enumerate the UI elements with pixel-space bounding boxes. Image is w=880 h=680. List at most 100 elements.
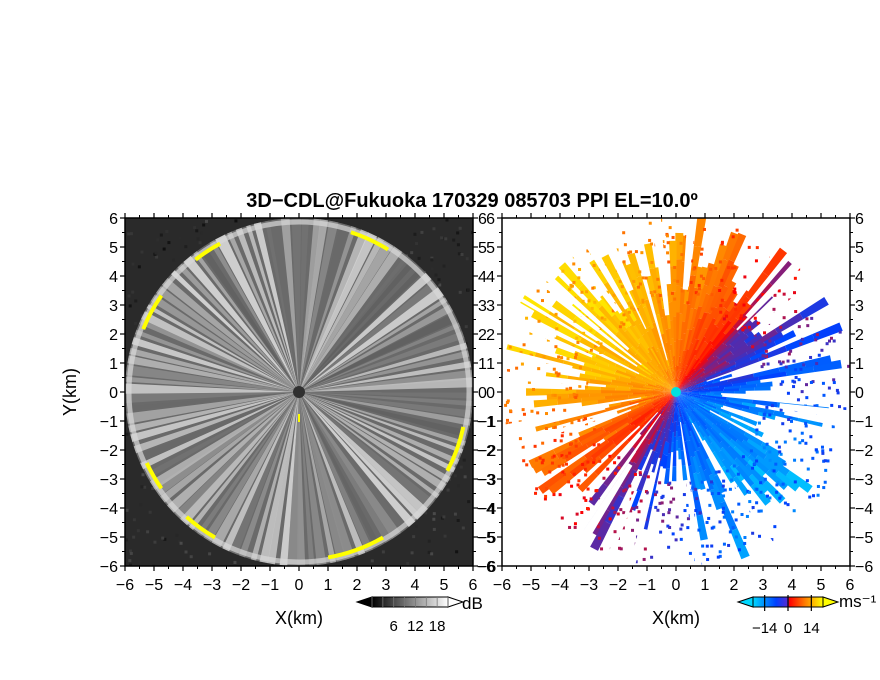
snr-beam <box>299 392 464 454</box>
velocity-cell <box>634 353 657 374</box>
snr-colorbar-tick-label: 6 <box>390 618 398 635</box>
velocity-cell <box>686 338 700 367</box>
velocity-speck <box>552 367 556 371</box>
velocity-speck <box>552 493 556 497</box>
velocity-speck <box>672 497 676 501</box>
velocity-cell <box>581 408 607 419</box>
velocity-speck <box>673 265 677 269</box>
velocity-speck <box>755 487 759 491</box>
velocity-cell <box>657 382 664 387</box>
velocity-cell <box>710 390 723 394</box>
velocity-speck <box>762 362 766 366</box>
velocity-speck <box>540 461 544 465</box>
velocity-cell <box>646 368 654 375</box>
velocity-cell <box>590 508 611 536</box>
snr-noise-cell <box>129 563 133 566</box>
velocity-cell <box>650 451 658 465</box>
velocity-speck <box>583 417 587 421</box>
velocity-speck <box>658 501 662 505</box>
velocity-cell <box>719 449 734 467</box>
snr-high-intensity <box>350 230 390 252</box>
snr-noise-cell <box>134 299 138 303</box>
velocity-cell <box>687 408 701 427</box>
velocity-cell <box>613 430 632 447</box>
velocity-cell <box>700 360 727 378</box>
snr-noise-cell <box>458 290 462 294</box>
velocity-speck <box>746 489 750 493</box>
velocity-speck <box>641 276 645 280</box>
velocity-speck <box>823 480 827 484</box>
velocity-speck <box>778 496 782 500</box>
velocity-cell <box>617 327 639 351</box>
velocity-cell <box>638 372 646 378</box>
velocity-speck <box>611 309 615 313</box>
velocity-cell <box>589 378 612 386</box>
velocity-speck <box>656 277 660 281</box>
velocity-speck <box>574 442 578 446</box>
velocity-speck <box>742 317 746 321</box>
velocity-speck <box>563 472 567 476</box>
velocity-speck <box>637 510 641 514</box>
velocity-cell <box>671 466 677 482</box>
velocity-cell <box>656 378 664 384</box>
x-tick-label: −5 <box>522 577 540 594</box>
snr-noise-cell <box>141 473 145 477</box>
velocity-speck <box>766 362 770 366</box>
velocity-cell <box>646 410 663 430</box>
velocity-speck <box>826 459 830 463</box>
velocity-speck <box>649 290 653 294</box>
snr-noise-cell <box>178 540 182 544</box>
velocity-cell <box>676 370 687 392</box>
velocity-speck <box>777 445 781 449</box>
velocity-speck <box>815 333 819 337</box>
velocity-speck <box>783 501 787 505</box>
velocity-cell <box>626 404 638 411</box>
velocity-cell <box>693 343 714 369</box>
velocity-speck <box>569 432 573 436</box>
velocity-cell <box>690 410 708 430</box>
velocity-cell <box>695 371 717 383</box>
velocity-cell <box>727 295 751 323</box>
velocity-speck <box>570 484 574 488</box>
velocity-speck <box>811 456 815 460</box>
snr-beam <box>159 392 299 503</box>
velocity-speck <box>674 538 678 542</box>
velocity-cell <box>680 416 687 442</box>
snr-beam <box>299 392 428 516</box>
velocity-speck <box>778 450 782 454</box>
velocity-speck <box>731 510 735 514</box>
velocity-speck <box>755 428 759 432</box>
velocity-speck <box>554 312 558 316</box>
snr-y-axis-label: Y(km) <box>60 368 80 416</box>
y-tick-label-right: −6 <box>478 559 496 576</box>
snr-noise-cell <box>470 284 473 288</box>
velocity-cell <box>740 383 757 389</box>
velocity-cell <box>598 298 615 318</box>
velocity-speck <box>553 393 557 397</box>
velocity-speck <box>570 442 574 446</box>
velocity-speck <box>506 369 510 373</box>
velocity-cell <box>618 303 636 328</box>
velocity-cell <box>694 311 708 340</box>
velocity-speck <box>710 492 714 496</box>
velocity-cell <box>659 317 668 343</box>
velocity-speck <box>683 509 687 513</box>
snr-beam <box>299 392 355 560</box>
snr-noise-cell <box>370 559 374 563</box>
velocity-speck <box>585 290 589 294</box>
velocity-speck <box>518 437 522 441</box>
velocity-cell <box>701 380 707 384</box>
velocity-cell <box>657 405 665 414</box>
snr-colorbar-high-arrow <box>447 596 465 608</box>
velocity-speck <box>654 505 658 509</box>
snr-noise-cell <box>381 550 385 554</box>
velocity-cell <box>764 449 787 467</box>
velocity-speck <box>718 260 722 264</box>
velocity-cell <box>705 428 724 449</box>
velocity-cell <box>663 410 669 422</box>
snr-beam <box>299 350 470 392</box>
snr-noise-cell <box>132 296 136 300</box>
velocity-cell <box>696 382 702 386</box>
velocity-cell <box>650 327 662 350</box>
velocity-cell <box>677 425 680 437</box>
